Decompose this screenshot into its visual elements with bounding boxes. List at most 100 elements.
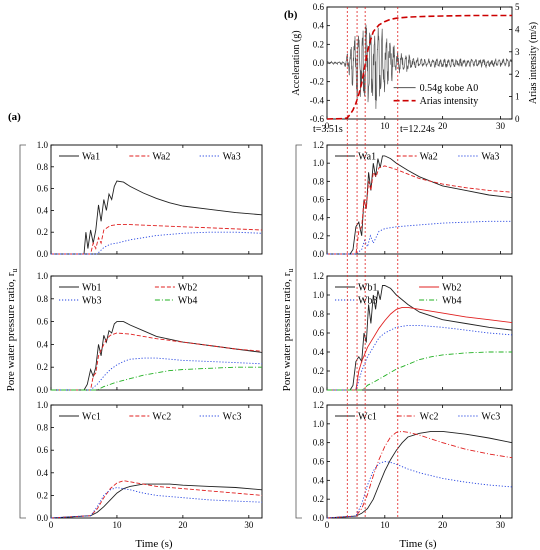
y-tick-label: 0.4 [313,475,325,485]
y2-tick-label: 3 [515,47,520,57]
y-tick-label: 0.8 [37,162,49,172]
y-tick-label: 0.8 [313,309,325,319]
y-tick-label: 0.8 [313,438,325,448]
x-tick-label: 30 [496,520,506,530]
y-tick-label: 1.0 [313,158,325,168]
accel-ylabel: Acceleration (g) [291,30,302,95]
y-tick-label: 1.0 [37,140,49,150]
y-tick-label: 0.8 [313,176,325,186]
chart-Wc-b: 0 10 20 30 0.0 0.2 0.4 0.6 0.8 1.0 1.2 Wc1 Wc2 Wc3 [313,400,513,530]
plot-frame [50,404,263,519]
series-line-wb1 [327,285,513,391]
series-line-wb3 [51,357,263,391]
y-tick-label: 0.2 [37,362,48,372]
y-tick-label: 1.0 [37,400,49,410]
event-marker-lines [346,7,399,518]
annotation-t-end: t=12.24s [400,124,435,135]
ylabel-b-group: Pore water pressure ratio, ru [281,269,295,392]
series-line-wb4 [327,351,512,391]
y-tick-label: 0.8 [37,423,49,433]
legend-label: Wb1 [82,283,101,294]
x-tick-label: 30 [244,520,254,530]
x-tick-label: 0 [325,121,330,131]
series-line-wb2 [51,332,263,391]
series-line-wc2 [50,480,263,519]
y-tick-label: 1.0 [313,419,325,429]
y-tick-label: 0.2 [313,231,324,241]
y-tick-label: 0.6 [313,328,325,338]
x-tick-label: 10 [380,121,390,131]
chart-Wa-b: 0.0 0.2 0.4 0.6 0.8 1.0 1.2 Wa1 Wa2 Wa3 [313,140,513,259]
legend-label: Wc2 [420,412,439,423]
annotation-t-start: t=3.51s [313,124,343,135]
panel-label-a: (a) [8,111,21,123]
series-line-wb4 [51,366,262,391]
y-tick-label: 0.6 [37,317,49,327]
y-tick-label: 0.2 [37,227,48,237]
legend-label: Wa1 [358,152,376,163]
series-line-accel [326,24,512,109]
y2-tick-label: 2 [515,69,520,79]
legend-label: Wc1 [358,412,377,423]
x-tick-label: 0 [325,520,330,530]
y-tick-label: -0.4 [310,95,325,105]
chart-Wb-b: 0.0 0.2 0.4 0.6 0.8 1.0 1.2 Wb1 Wb2 Wb3 Wb4 [313,271,513,395]
series-line-wa3 [51,231,263,255]
x-tick-label: 10 [112,520,122,530]
series-line-wc1 [326,430,513,519]
legend-label: 0.54g kobe A0 [420,83,479,94]
legend-label: Wb1 [358,283,377,294]
y-tick-label: 0.8 [37,294,49,304]
legend-label: Wa2 [152,152,170,163]
y-tick-label: 0.6 [313,195,325,205]
y2-tick-label: 5 [515,2,520,12]
y-tick-label: 0.4 [37,468,49,478]
y-tick-label: 0.4 [313,213,325,223]
plot-frame [326,275,513,391]
legend-label: Wb4 [178,296,197,307]
panel-label-b: (b) [284,9,298,21]
legend-label: Wb2 [178,283,197,294]
y-tick-label: 1.2 [313,400,324,410]
chart-Wc-a: 0 10 20 30 0.0 0.2 0.4 0.6 0.8 1.0 Wc1 Wc2 Wc3 [37,400,263,530]
ylabel-bracket-a [19,144,26,519]
y-tick-label: 0.2 [313,494,324,504]
plot-frame [326,144,513,255]
accel-y2label: Arias intensity (m/s) [528,22,539,104]
legend-label: Wb2 [442,283,461,294]
series-line-wc1 [50,483,263,519]
legend-label: Wb3 [82,296,101,307]
y-tick-label: 0.0 [313,249,325,259]
chart-Wa-a: 0.0 0.2 0.4 0.6 0.8 1.0 Wa1 Wa2 Wa3 [37,140,263,259]
y-tick-label: 0.4 [37,339,49,349]
y-tick-label: 0.0 [313,58,325,68]
x-tick-label: 20 [438,520,448,530]
legend-label: Wa2 [420,152,438,163]
ylabel-a: Pore water pressure ratio, ru [5,269,19,392]
x-tick-label: 20 [178,520,188,530]
y-tick-label: 0.0 [313,385,325,395]
y-tick-label: 0.0 [37,385,49,395]
series-line-wb1 [51,321,263,391]
y-tick-label: -0.2 [310,77,324,87]
y-tick-label: 0.6 [313,457,325,467]
y2-tick-label: 1 [515,92,520,102]
legend-label: Wa3 [223,152,241,163]
series-line-wa1 [51,180,263,255]
series-line-wc2 [326,430,513,519]
y-tick-label: 0.0 [37,513,49,523]
y2-tick-label: 4 [515,24,520,34]
y-tick-label: 1.0 [313,290,325,300]
legend-label: Wc3 [223,412,242,423]
legend-label: Wa3 [481,152,499,163]
ylabel-a-group: Pore water pressure ratio, ru [5,269,19,392]
accel-chart: 0 10 20 30-0.6-0.4-0.20.00.20.40.6Accelerat… [291,2,539,131]
y-tick-label: 1.2 [313,271,324,281]
y-tick-label: 0.2 [37,490,48,500]
xlabel-b: Time (s) [399,538,437,550]
legend-label: Arias intensity [420,96,479,107]
x-tick-label: 10 [380,520,390,530]
legend-label: Wc3 [481,412,500,423]
series-line-wb2 [327,306,513,391]
